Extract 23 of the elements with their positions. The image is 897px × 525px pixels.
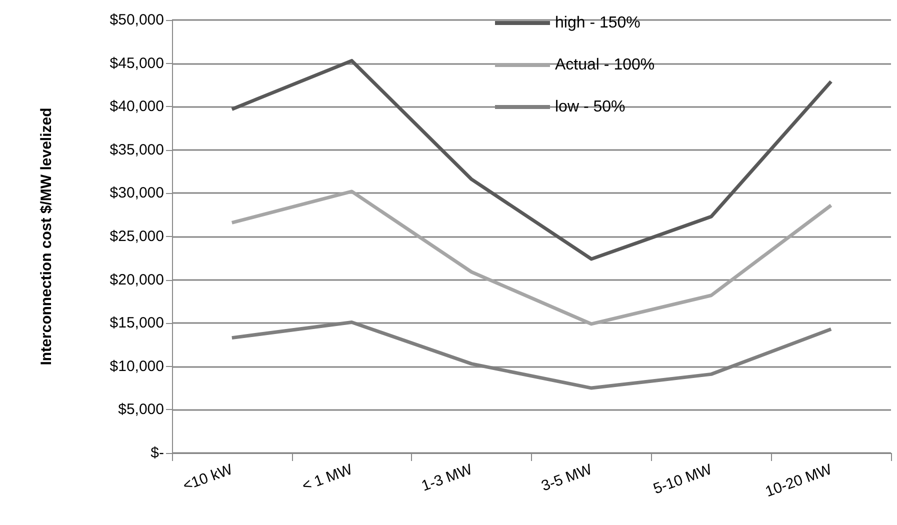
y-tick-label: $40,000	[110, 98, 164, 116]
y-tick-label: $5,000	[118, 401, 164, 418]
y-tick-label: $-	[150, 444, 164, 462]
legend-label: Actual - 100%	[555, 56, 655, 74]
x-tick-label: 1-3 MW	[419, 460, 476, 495]
x-tick-label: < 1 MW	[300, 460, 356, 495]
y-tick-label: $20,000	[110, 271, 164, 288]
y-tick-label: $15,000	[110, 314, 164, 332]
y-tick-label: $50,000	[110, 12, 164, 28]
x-tick-label: <10 kW	[180, 460, 236, 495]
line-series	[230, 190, 833, 326]
y-tick-label: $45,000	[110, 54, 164, 72]
y-tick-label: $10,000	[110, 358, 164, 375]
x-tick-label: 5-10 MW	[651, 460, 715, 498]
y-axis-title: Interconnection cost $/MW levelized	[38, 108, 55, 366]
y-tick-label: $25,000	[110, 228, 164, 245]
x-tick-label: 10-20 MW	[763, 460, 835, 501]
legend-label: high - 150%	[555, 14, 640, 32]
x-tick-label: 3-5 MW	[539, 460, 596, 495]
y-tick-label: $30,000	[110, 184, 164, 202]
line-series	[230, 58, 833, 261]
legend-label: low - 50%	[555, 98, 626, 116]
y-tick-label: $35,000	[110, 141, 164, 158]
